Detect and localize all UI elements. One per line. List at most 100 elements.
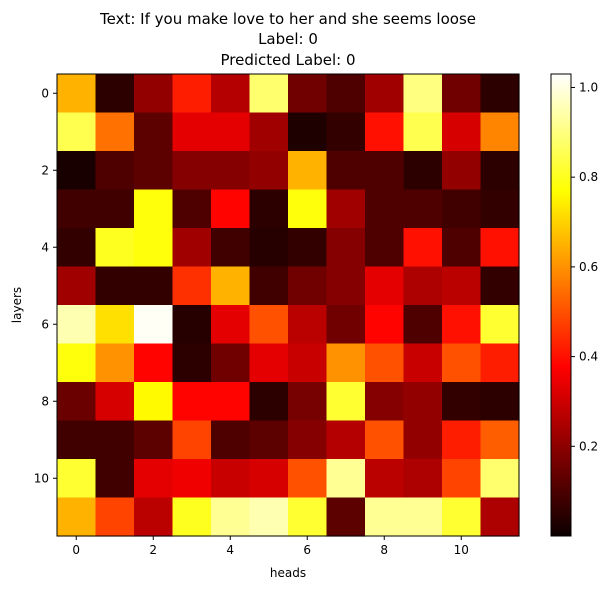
heatmap-cell [403,74,443,114]
heatmap-cell [211,74,251,114]
heatmap-cell [211,151,251,191]
heatmap-cell [172,497,212,537]
heatmap-cell [134,74,174,114]
heatmap-cell [403,151,443,191]
heatmap-cell [442,112,482,152]
heatmap-cell [403,228,443,268]
heatmap-cell [249,74,289,114]
heatmap-cell [211,497,251,537]
heatmap-cell [172,343,212,383]
heatmap-cell [57,420,97,460]
heatmap-cell [442,305,482,345]
colorbar [550,73,572,537]
heatmap-cell [249,151,289,191]
heatmap-cell [95,74,135,114]
heatmap-cell [480,112,520,152]
x-tick-label: 4 [226,543,234,557]
heatmap-cell [172,382,212,422]
y-axis-ticks: 0 2 4 6 8 10 [34,86,57,485]
heatmap-cell [134,420,174,460]
heatmap-cell [326,382,366,422]
heatmap-cell [95,420,135,460]
heatmap-cell [134,382,174,422]
heatmap-cell [288,266,328,306]
heatmap-cell [249,112,289,152]
heatmap-cells [57,74,520,537]
heatmap-cell [480,382,520,422]
heatmap-cell [211,459,251,499]
heatmap-cell [326,459,366,499]
heatmap-cell [57,459,97,499]
heatmap-cell [134,497,174,537]
heatmap-cell [211,382,251,422]
heatmap-cell [249,420,289,460]
heatmap-cell [288,112,328,152]
y-tick-label: 8 [41,394,49,408]
heatmap-cell [326,228,366,268]
heatmap-cell [288,343,328,383]
colorbar-tick-label: 0.2 [579,439,598,453]
heatmap-cell [249,343,289,383]
heatmap-cell [288,228,328,268]
colorbar-tick-label: 0.6 [579,260,598,274]
heatmap-cell [172,151,212,191]
heatmap-cell [172,266,212,306]
heatmap-cell [134,151,174,191]
heatmap-cell [57,305,97,345]
heatmap-cell [480,459,520,499]
heatmap-cell [172,74,212,114]
heatmap-cell [326,305,366,345]
heatmap-cell [95,459,135,499]
heatmap-cell [365,305,405,345]
heatmap-cell [249,382,289,422]
heatmap-cell [326,151,366,191]
plot-frame [56,73,520,537]
heatmap-cell [288,420,328,460]
heatmap-cell [211,228,251,268]
heatmap-cell [249,497,289,537]
heatmap-cell [211,305,251,345]
heatmap-cell [326,343,366,383]
heatmap-cell [172,305,212,345]
heatmap-cell [365,228,405,268]
heatmap-cell [442,266,482,306]
heatmap-cell [172,112,212,152]
heatmap-cell [403,266,443,306]
colorbar-ticks: 0.2 0.4 0.6 0.8 1.0 [571,80,598,453]
heatmap-cell [365,74,405,114]
heatmap-cell [211,343,251,383]
heatmap-cell [172,420,212,460]
heatmap-cell [95,151,135,191]
heatmap-cell [442,228,482,268]
heatmap-cell [288,74,328,114]
heatmap-cell [134,266,174,306]
heatmap-cell [288,305,328,345]
heatmap-cell [211,420,251,460]
heatmap-cell [288,189,328,229]
heatmap-cell [365,189,405,229]
heatmap-cell [365,266,405,306]
heatmap-cell [57,382,97,422]
heatmap-cell [249,228,289,268]
heatmap-cell [57,497,97,537]
heatmap-cell [480,497,520,537]
heatmap-cell [172,189,212,229]
heatmap-cell [57,151,97,191]
heatmap-cell [326,420,366,460]
heatmap-cell [95,266,135,306]
x-axis-label: heads [270,566,306,580]
heatmap-cell [95,497,135,537]
heatmap-cell [403,420,443,460]
heatmap-cell [365,112,405,152]
x-tick-label: 6 [303,543,311,557]
heatmap-cell [288,151,328,191]
heatmap-cell [134,112,174,152]
colorbar-tick-label: 0.8 [579,170,598,184]
colorbar-tick-label: 1.0 [579,80,598,94]
heatmap-cell [172,228,212,268]
heatmap-cell [288,497,328,537]
heatmap-cell [480,228,520,268]
heatmap-cell [480,266,520,306]
heatmap-cell [480,420,520,460]
y-axis-label: layers [10,287,24,323]
